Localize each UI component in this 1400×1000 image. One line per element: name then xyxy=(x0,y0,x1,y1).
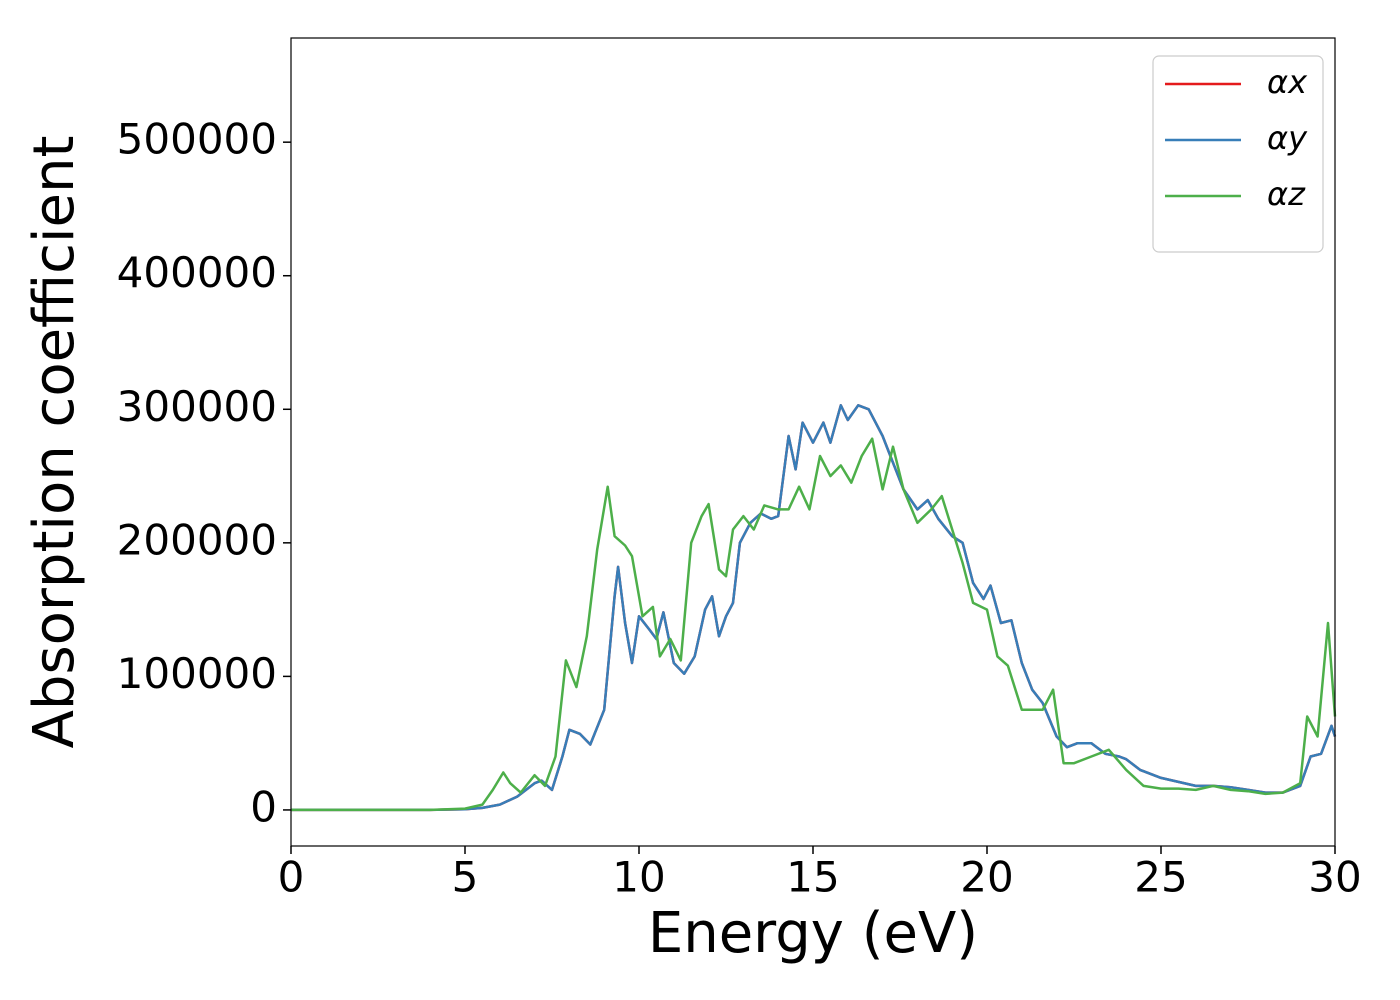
y-tick-label: 0 xyxy=(250,782,277,831)
legend-box xyxy=(1152,55,1324,253)
legend-label: αx xyxy=(1267,63,1308,101)
x-tick-label: 30 xyxy=(1308,853,1361,902)
y-tick-label: 200000 xyxy=(117,515,277,564)
legend-label: αy xyxy=(1267,119,1308,157)
legend: αx αy αz xyxy=(1152,55,1324,253)
data-line xyxy=(291,404,1337,812)
x-tick-label: 5 xyxy=(452,853,479,902)
data-line xyxy=(291,437,1337,812)
y-tick-label: 400000 xyxy=(117,248,277,297)
y-axis-label: Absorption coefficient xyxy=(22,136,87,749)
y-tick-label: 500000 xyxy=(117,115,277,164)
plot-frame xyxy=(290,37,1336,847)
x-tick-label: 25 xyxy=(1134,853,1187,902)
legend-label: αz xyxy=(1267,175,1306,213)
x-tick-label: 20 xyxy=(960,853,1013,902)
x-tick-label: 0 xyxy=(278,853,305,902)
x-tick-label: 10 xyxy=(612,853,665,902)
data-line xyxy=(291,404,1337,812)
x-tick-label: 15 xyxy=(786,853,839,902)
x-axis-label: Energy (eV) xyxy=(648,901,978,966)
y-tick-label: 100000 xyxy=(117,649,277,698)
y-tick-label: 300000 xyxy=(117,382,277,431)
